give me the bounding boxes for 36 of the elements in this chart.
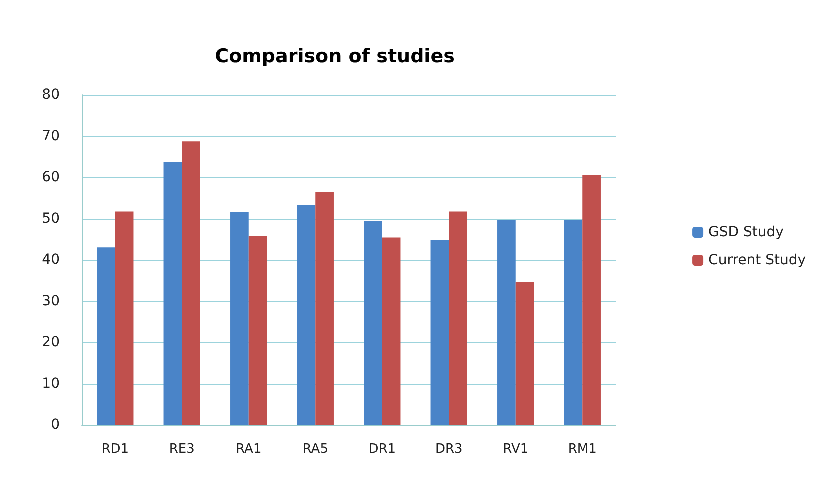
bar — [164, 162, 182, 425]
y-tick-label: 80 — [42, 87, 60, 103]
x-tick-label: RA1 — [236, 442, 262, 457]
y-tick-label: 20 — [42, 334, 60, 350]
bar — [564, 220, 583, 425]
bar — [449, 212, 468, 425]
bar — [297, 205, 316, 425]
legend-label: Current Study — [708, 252, 806, 268]
bar — [230, 212, 249, 425]
x-tick-label: RM1 — [568, 442, 597, 457]
bar — [364, 221, 382, 425]
y-tick-label: 30 — [42, 293, 60, 310]
x-tick-label: DR1 — [368, 442, 396, 457]
y-tick-label: 40 — [42, 252, 60, 268]
bar — [248, 236, 268, 425]
x-tick-label: RE3 — [169, 442, 195, 457]
x-tick-label: DR3 — [435, 442, 463, 457]
bar — [430, 240, 450, 425]
chart-title: Comparison of studies — [215, 46, 455, 68]
legend-label: GSD Study — [708, 224, 784, 240]
y-tick-label: 10 — [42, 376, 60, 392]
bar — [582, 175, 601, 425]
bar — [182, 142, 200, 425]
y-tick-label: 60 — [42, 170, 60, 186]
x-tick-label: RA5 — [302, 442, 328, 457]
x-tick-label: RV1 — [503, 442, 529, 457]
bar — [316, 192, 334, 425]
x-tick-label: RD1 — [102, 442, 130, 457]
y-tick-label: 0 — [51, 417, 60, 433]
bar — [115, 212, 134, 425]
bar — [382, 238, 401, 425]
bar — [498, 220, 516, 425]
y-tick-label: 50 — [42, 210, 60, 227]
bar — [516, 282, 534, 425]
bar — [97, 248, 116, 425]
y-tick-label: 70 — [42, 128, 60, 144]
